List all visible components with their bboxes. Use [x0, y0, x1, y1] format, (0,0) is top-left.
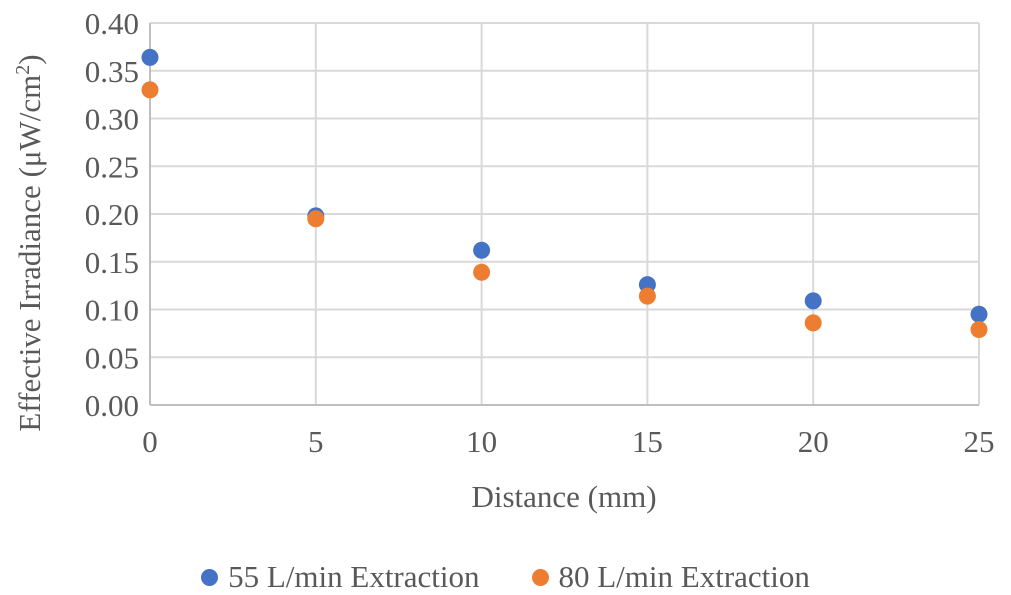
x-tick-label: 15 [632, 424, 663, 459]
y-tick-label: 0.10 [85, 293, 139, 328]
x-tick-label: 20 [798, 424, 829, 459]
tick-labels: 0.00 0.05 0.10 0.15 0.20 0.25 0.30 0.35 0.40 0 5 10… [85, 6, 995, 459]
y-tick-label: 0.15 [85, 245, 139, 280]
legend-item-series-1: 55 L/min Extraction [201, 559, 480, 595]
x-tick-label: 10 [466, 424, 497, 459]
data-point-series-1 [141, 48, 159, 66]
data-point-series-2 [473, 263, 491, 281]
y-tick-label: 0.30 [85, 102, 139, 137]
data-points [141, 48, 988, 339]
y-axis-title-superscript: 2 [12, 65, 34, 75]
legend-item-series-2: 80 L/min Extraction [531, 559, 810, 595]
legend-marker-series-2 [531, 568, 549, 586]
x-axis-title: Distance (mm) [471, 479, 656, 514]
y-tick-label: 0.20 [85, 197, 139, 232]
legend-label-series-1: 55 L/min Extraction [228, 559, 480, 594]
y-tick-label: 0.40 [85, 6, 139, 41]
x-tick-label: 0 [142, 424, 158, 459]
data-point-series-1 [970, 305, 988, 323]
data-point-series-2 [804, 314, 822, 332]
data-point-series-2 [970, 321, 988, 339]
y-tick-label: 0.00 [85, 388, 139, 423]
scatter-chart: 0.00 0.05 0.10 0.15 0.20 0.25 0.30 0.35 0.40 0 5 10… [12, 6, 995, 514]
y-axis-title-suffix: ) [12, 54, 47, 64]
x-tick-label: 25 [964, 424, 995, 459]
legend-marker-series-1 [201, 568, 219, 586]
legend-label-series-2: 80 L/min Extraction [558, 559, 810, 594]
legend: 55 L/min Extraction 80 L/min Extraction [0, 559, 1011, 595]
y-tick-label: 0.25 [85, 149, 139, 184]
data-point-series-2 [141, 81, 159, 99]
y-tick-label: 0.05 [85, 340, 139, 375]
y-tick-label: 0.35 [85, 54, 139, 89]
data-point-series-1 [473, 241, 491, 259]
gridlines [150, 22, 980, 405]
data-point-series-2 [307, 210, 325, 228]
y-axis-title: Effective Irradiance (μW/cm2) [12, 54, 47, 431]
y-axis-title-text: Effective Irradiance (μW/cm [12, 75, 47, 432]
x-tick-label: 5 [308, 424, 324, 459]
data-point-series-2 [638, 287, 656, 305]
data-point-series-1 [804, 292, 822, 310]
